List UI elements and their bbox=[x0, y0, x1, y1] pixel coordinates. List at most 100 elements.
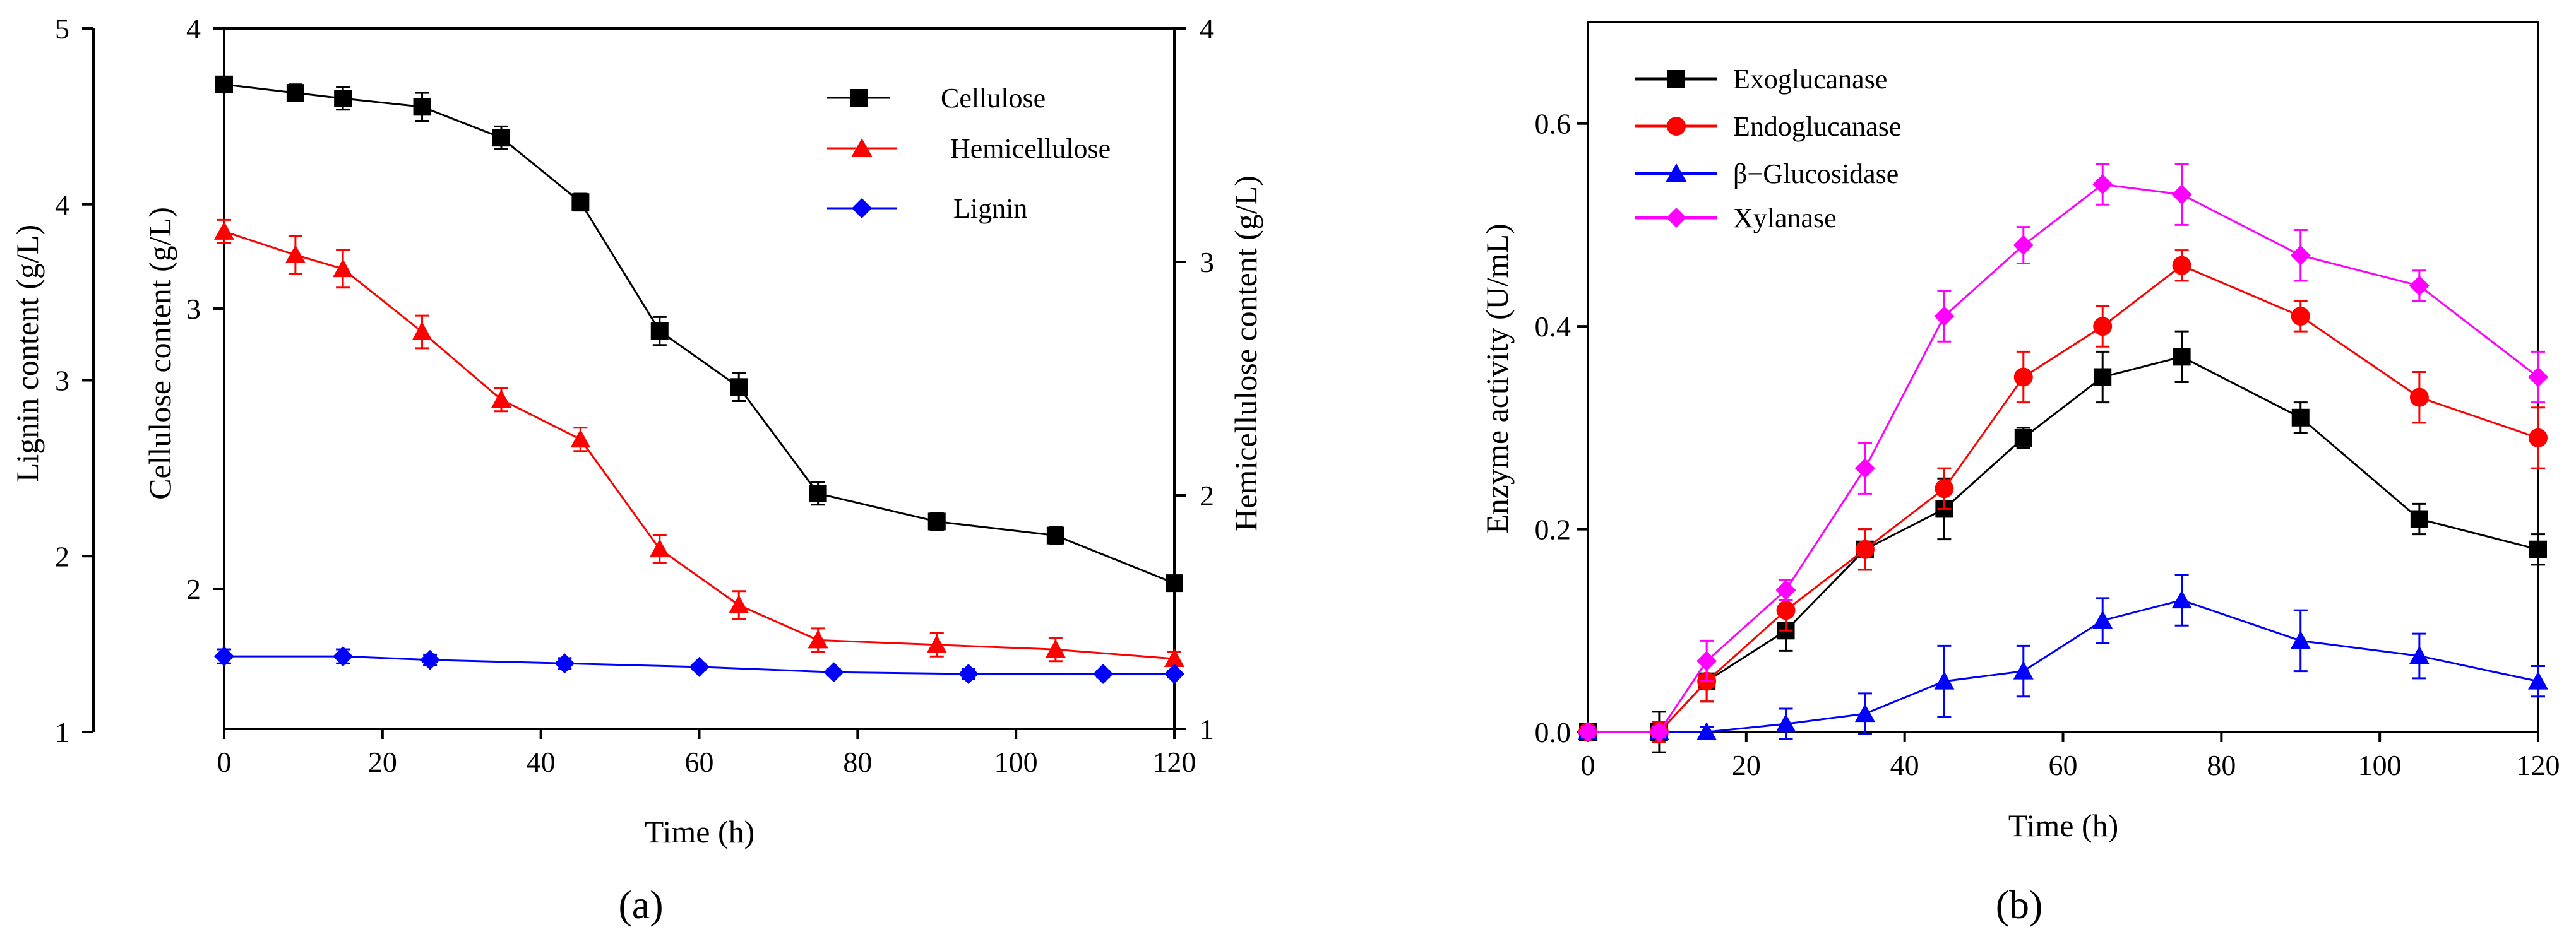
legend-xylanase: Xylanase bbox=[1635, 203, 1837, 233]
data-point bbox=[333, 646, 354, 667]
y-tick-label: 1 bbox=[1200, 713, 1214, 745]
cellulose-axis-ticks: 2 3 4 bbox=[186, 13, 224, 605]
legend-beta-glucosidase-marker bbox=[1666, 163, 1687, 182]
x-tick-label: 20 bbox=[368, 746, 397, 778]
y-tick-label: 3 bbox=[1200, 246, 1214, 278]
data-point bbox=[554, 653, 575, 674]
y-tick-label: 0.0 bbox=[1535, 716, 1571, 748]
series-beta-glucosidase bbox=[1578, 574, 2548, 740]
data-point bbox=[2014, 428, 2032, 447]
y-tick-label: 5 bbox=[55, 13, 69, 45]
legend-beta-glucosidase: β−Glucosidase bbox=[1635, 158, 1899, 189]
series-cellulose bbox=[215, 75, 1183, 593]
x-tick-label: 60 bbox=[685, 746, 714, 778]
data-point bbox=[214, 646, 234, 667]
panel-b-y-ticks: 0.0 0.2 0.4 0.6 bbox=[1535, 108, 1588, 748]
data-point bbox=[570, 429, 591, 448]
data-point bbox=[1854, 704, 1875, 723]
x-tick-label: 80 bbox=[843, 746, 872, 778]
data-point bbox=[2291, 408, 2310, 427]
panel-a-label: (a) bbox=[618, 882, 663, 927]
data-point bbox=[2409, 275, 2430, 296]
data-point bbox=[420, 649, 441, 670]
data-point bbox=[571, 193, 590, 211]
legend-exoglucanase-label: Exoglucanase bbox=[1733, 64, 1887, 95]
data-point bbox=[491, 389, 511, 408]
data-point bbox=[2092, 610, 2113, 629]
data-point bbox=[823, 662, 844, 683]
series-lignin bbox=[214, 646, 1184, 685]
data-point bbox=[2291, 307, 2310, 326]
y-tick-label: 4 bbox=[1200, 13, 1214, 45]
y-tick-label: 0.2 bbox=[1535, 514, 1571, 546]
hemicellulose-axis-ticks: 1 2 3 4 bbox=[1174, 13, 1214, 745]
legend-cellulose-marker bbox=[850, 89, 868, 107]
panel-b-plot-frame bbox=[1587, 21, 2539, 733]
y-tick-label: 2 bbox=[55, 540, 69, 572]
data-point bbox=[2409, 387, 2429, 407]
panel-b-legend: Exoglucanase Endoglucanase β−Glucosidase… bbox=[1635, 64, 1901, 233]
legend-hemicellulose-marker bbox=[851, 138, 873, 157]
y-tick-label: 3 bbox=[55, 365, 69, 397]
data-point bbox=[2529, 540, 2547, 558]
data-point bbox=[958, 664, 979, 685]
data-point bbox=[2529, 428, 2548, 447]
data-point bbox=[412, 322, 432, 340]
x-tick-label: 120 bbox=[1153, 746, 1196, 778]
data-point bbox=[2409, 646, 2430, 664]
data-point bbox=[1696, 722, 1717, 740]
x-tick-label: 100 bbox=[2358, 749, 2402, 781]
data-point bbox=[334, 90, 352, 107]
y-tick-label: 0.6 bbox=[1535, 108, 1571, 140]
panel-a-x-axis-title: Time (h) bbox=[645, 814, 755, 849]
data-point bbox=[649, 539, 670, 558]
series-hemicellulose bbox=[214, 218, 1184, 667]
data-point bbox=[1934, 306, 1955, 327]
data-point bbox=[1045, 639, 1066, 658]
data-point bbox=[1775, 714, 1796, 733]
data-point bbox=[1046, 526, 1064, 545]
data-point bbox=[1093, 664, 1114, 685]
series-line-hemicellulose bbox=[224, 230, 1175, 660]
x-tick-label: 80 bbox=[2207, 749, 2236, 781]
y-tick-label: 0.4 bbox=[1535, 310, 1571, 343]
data-point bbox=[2094, 368, 2112, 386]
data-point bbox=[2013, 235, 2034, 256]
series-xylanase bbox=[1578, 163, 2548, 742]
series-line-exoglucanase bbox=[1588, 355, 2539, 733]
x-tick-label: 0 bbox=[1581, 749, 1595, 781]
x-tick-label: 100 bbox=[994, 746, 1038, 778]
data-point bbox=[1649, 722, 1669, 742]
x-tick-label: 120 bbox=[2517, 749, 2560, 781]
series-line-endoglucanase bbox=[1588, 264, 2539, 733]
y-tick-label: 3 bbox=[186, 293, 201, 325]
legend-lignin-marker bbox=[852, 198, 872, 218]
panel-b-chart: 0 20 40 60 80 100 120 0.0 0.2 0.4 0.6 Time (h) En… bbox=[1479, 21, 2560, 927]
x-tick-label: 20 bbox=[1732, 749, 1761, 781]
legend-hemicellulose: Hemicellulose bbox=[827, 133, 1111, 164]
series-line-xylanase bbox=[1588, 183, 2539, 733]
lignin-axis-ticks: 1 2 3 4 5 bbox=[55, 13, 93, 748]
data-point bbox=[926, 634, 947, 653]
y-tick-label: 2 bbox=[1200, 480, 1214, 512]
data-point bbox=[729, 594, 749, 613]
data-point bbox=[1164, 664, 1184, 685]
panel-a-series bbox=[214, 75, 1184, 685]
data-point bbox=[1934, 671, 1955, 690]
data-point bbox=[2171, 184, 2192, 205]
data-point bbox=[2528, 367, 2548, 387]
legend-exoglucanase-marker bbox=[1667, 70, 1685, 88]
data-point bbox=[689, 656, 710, 677]
legend-lignin-label: Lignin bbox=[953, 193, 1027, 224]
data-point bbox=[808, 630, 828, 649]
legend-hemicellulose-label: Hemicellulose bbox=[950, 133, 1111, 164]
panel-b-series bbox=[1578, 163, 2548, 753]
legend-xylanase-label: Xylanase bbox=[1733, 203, 1837, 233]
hemicellulose-axis-title: Hemicellulose content (g/L) bbox=[1228, 175, 1263, 531]
data-point bbox=[2171, 590, 2192, 609]
data-point bbox=[285, 244, 306, 263]
data-point bbox=[2173, 348, 2191, 366]
series-endoglucanase bbox=[1578, 249, 2548, 743]
lignin-axis-title: Lignin content (g/L) bbox=[9, 225, 45, 482]
